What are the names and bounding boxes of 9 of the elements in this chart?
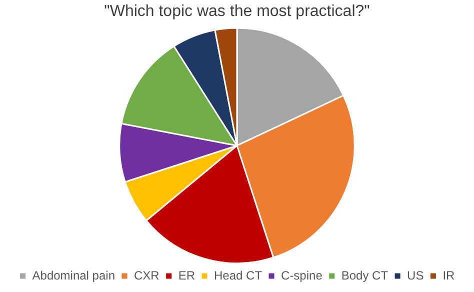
legend-label: Head CT [214, 268, 263, 282]
legend-label: C-spine [281, 268, 323, 282]
legend-label: US [407, 268, 424, 282]
chart-title: "Which topic was the most practical?" [104, 3, 370, 20]
legend-label: Body CT [341, 268, 389, 282]
legend-label: IR [442, 268, 456, 282]
legend-label: Abdominal pain [32, 268, 116, 282]
legend-label: CXR [134, 268, 160, 282]
legend-label: ER [178, 268, 196, 282]
